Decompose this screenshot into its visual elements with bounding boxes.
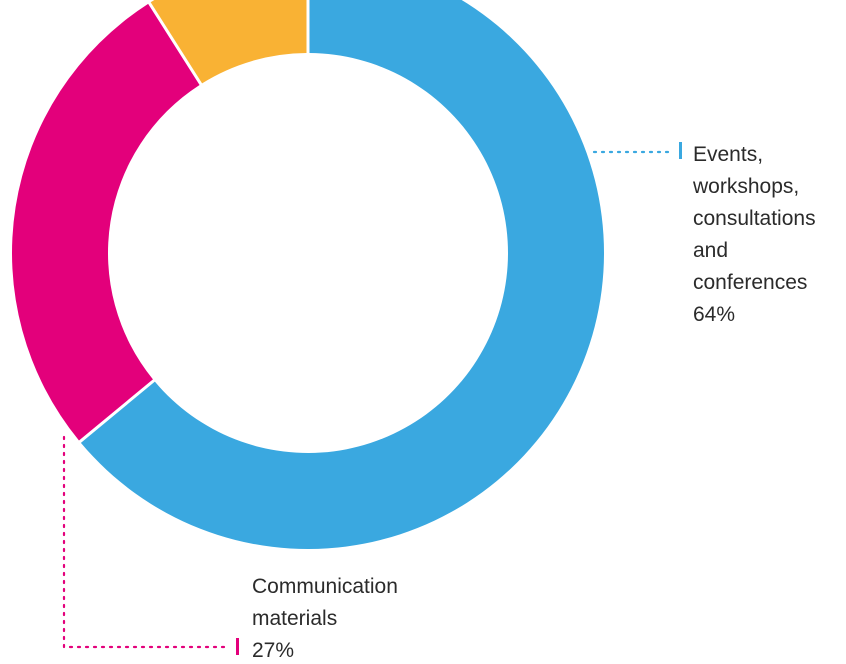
slice-communication <box>11 3 200 441</box>
label-events-line-2: workshops, <box>692 175 799 198</box>
label-events: Events, workshops, consultations and con… <box>692 143 821 326</box>
slice-label-events: Events, workshops, consultations and con… <box>679 142 821 326</box>
label-events-line-5: conferences <box>693 271 807 294</box>
label-events-line-4: and <box>693 239 728 262</box>
label-events-value: 64% <box>693 303 735 326</box>
slice-label-communication: Communication materials 27% <box>236 575 404 662</box>
leader-lines <box>62 150 674 649</box>
label-marker-communication <box>236 638 239 655</box>
label-communication-value: 27% <box>252 639 294 662</box>
label-communication-line-2: materials <box>252 607 337 630</box>
slice-other <box>150 0 307 84</box>
label-communication-line-1: Communication <box>252 575 398 598</box>
label-marker-events <box>679 142 682 159</box>
label-communication: Communication materials 27% <box>252 575 404 662</box>
leader-line-communication <box>62 435 232 649</box>
slice-events <box>80 0 604 549</box>
label-events-line-3: consultations <box>693 207 816 230</box>
label-events-line-1: Events, <box>693 143 763 166</box>
donut-slices <box>11 0 604 549</box>
